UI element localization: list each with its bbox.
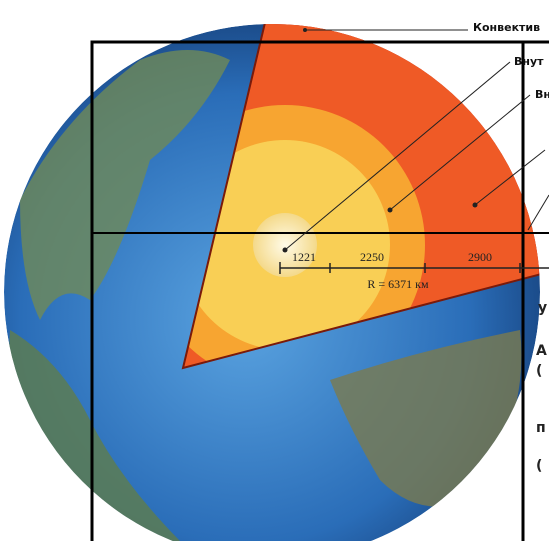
side-mark: у [538, 300, 547, 316]
leaders [284, 29, 549, 251]
side-mark: п [536, 420, 546, 436]
side-mark: ( [536, 458, 542, 474]
frame [90, 40, 549, 541]
scale-bar [279, 262, 549, 274]
label-outer: Вн [535, 88, 549, 101]
side-mark: ( [536, 363, 542, 379]
scale-label: 2250 [360, 250, 384, 264]
label-inner: Внут [514, 55, 544, 68]
scale-radius: R = 6371 км [367, 277, 429, 291]
side-mark: А [536, 343, 547, 359]
scale-label: 1221 [292, 250, 316, 264]
scale-label: 2900 [468, 250, 492, 264]
label-convective: Конвектив [473, 21, 540, 34]
